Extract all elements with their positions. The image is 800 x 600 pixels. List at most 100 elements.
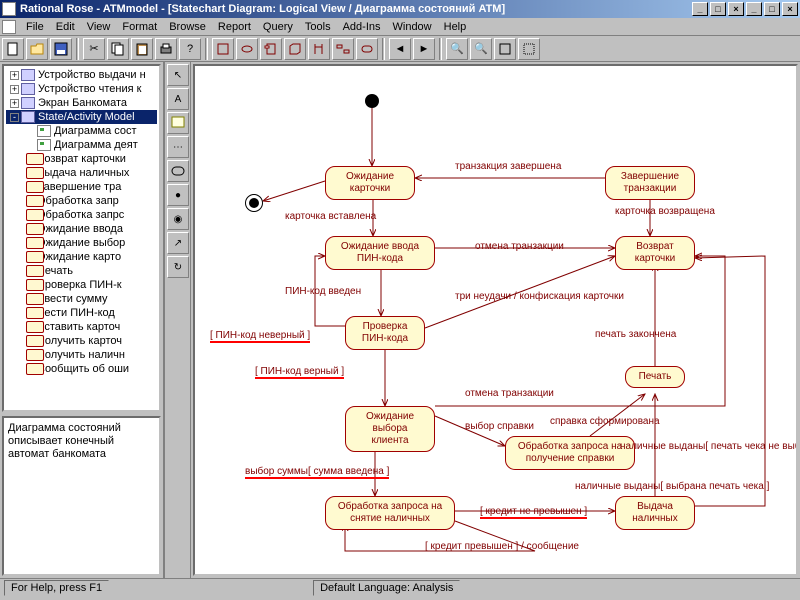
startstate-tool-icon[interactable]: ● bbox=[167, 184, 189, 206]
browse-deploy-icon[interactable] bbox=[284, 38, 306, 60]
nav-back-icon[interactable]: ◄ bbox=[389, 38, 411, 60]
tree-item[interactable]: +Экран Банкомата bbox=[6, 96, 157, 110]
state-box[interactable]: Ожидание карточки bbox=[325, 166, 415, 200]
menu-item[interactable]: File bbox=[20, 19, 50, 35]
transition-label[interactable]: [ ПИН-код неверный ] bbox=[210, 330, 310, 343]
menu-item[interactable]: Help bbox=[438, 19, 473, 35]
maximize-button[interactable]: □ bbox=[710, 2, 726, 16]
tree-item[interactable]: Проверка ПИН-к bbox=[6, 278, 157, 292]
tree-item[interactable]: Получить наличн bbox=[6, 348, 157, 362]
transition-label[interactable]: печать закончена bbox=[595, 329, 676, 340]
zoom-fit-icon[interactable] bbox=[494, 38, 516, 60]
transition-label[interactable]: три неудачи / конфискация карточки bbox=[455, 291, 624, 302]
select-tool-icon[interactable]: ↖ bbox=[167, 64, 189, 86]
transition-tool-icon[interactable]: ↗ bbox=[167, 232, 189, 254]
menu-item[interactable]: Edit bbox=[50, 19, 81, 35]
transition-label[interactable]: наличные выданы[ печать чека не выбрана … bbox=[620, 441, 798, 452]
zoom-in-icon[interactable]: 🔍 bbox=[446, 38, 468, 60]
tree-expand-icon[interactable]: - bbox=[10, 113, 19, 122]
tree-item[interactable]: Ожидание выбор bbox=[6, 236, 157, 250]
state-box[interactable]: Ожидание выбора клиента bbox=[345, 406, 435, 452]
state-box[interactable]: Обработка запроса на получение справки bbox=[505, 436, 635, 470]
model-tree[interactable]: +Устройство выдачи н+Устройство чтения к… bbox=[2, 64, 161, 412]
tree-expand-icon[interactable]: + bbox=[10, 85, 19, 94]
print-icon[interactable] bbox=[155, 38, 177, 60]
transition-label[interactable]: наличные выданы[ выбрана печать чека ] bbox=[575, 481, 769, 492]
browse-state-icon[interactable] bbox=[356, 38, 378, 60]
child-close-button[interactable]: × bbox=[782, 2, 798, 16]
tree-item[interactable]: Обработка запр bbox=[6, 194, 157, 208]
close-button[interactable]: × bbox=[728, 2, 744, 16]
diagram-canvas[interactable]: Ожидание карточки Завершение транзакции Ож… bbox=[193, 64, 798, 576]
final-state[interactable] bbox=[245, 194, 263, 212]
transition-label[interactable]: карточка возвращена bbox=[615, 206, 715, 217]
tree-item[interactable]: Вести ПИН-код bbox=[6, 306, 157, 320]
transition-label[interactable]: выбор суммы[ сумма введена ] bbox=[245, 466, 389, 479]
state-box[interactable]: Возврат карточки bbox=[615, 236, 695, 270]
tree-item[interactable]: Диаграмма сост bbox=[6, 124, 157, 138]
browse-usecase-icon[interactable] bbox=[236, 38, 258, 60]
tree-item[interactable]: Возврат карточки bbox=[6, 152, 157, 166]
transition-label[interactable]: транзакция завершена bbox=[455, 161, 561, 172]
endstate-tool-icon[interactable]: ◉ bbox=[167, 208, 189, 230]
copy-icon[interactable] bbox=[107, 38, 129, 60]
state-box[interactable]: Проверка ПИН-кода bbox=[345, 316, 425, 350]
tree-item[interactable]: Завершение тра bbox=[6, 180, 157, 194]
menu-item[interactable]: Browse bbox=[163, 19, 212, 35]
documentation-box[interactable]: Диаграмма состояний описывает конечный а… bbox=[2, 416, 161, 576]
menu-item[interactable]: Report bbox=[212, 19, 257, 35]
tree-item[interactable]: +Устройство чтения к bbox=[6, 82, 157, 96]
tree-item[interactable]: Вставить карточ bbox=[6, 320, 157, 334]
cut-icon[interactable]: ✂ bbox=[83, 38, 105, 60]
state-box[interactable]: Завершение транзакции bbox=[605, 166, 695, 200]
state-tool-icon[interactable] bbox=[167, 160, 189, 182]
tree-expand-icon[interactable]: + bbox=[10, 71, 19, 80]
tree-expand-icon[interactable]: + bbox=[10, 99, 19, 108]
help-icon[interactable]: ? bbox=[179, 38, 201, 60]
open-icon[interactable] bbox=[26, 38, 48, 60]
tree-item[interactable]: -State/Activity Model bbox=[6, 110, 157, 124]
anchor-tool-icon[interactable]: ⋯ bbox=[167, 136, 189, 158]
paste-icon[interactable] bbox=[131, 38, 153, 60]
child-maximize-button[interactable]: □ bbox=[764, 2, 780, 16]
initial-state[interactable] bbox=[365, 94, 379, 108]
menu-item[interactable]: Window bbox=[387, 19, 438, 35]
tree-item[interactable]: Ввести сумму bbox=[6, 292, 157, 306]
minimize-button[interactable]: _ bbox=[692, 2, 708, 16]
zoom-out-icon[interactable]: 🔍 bbox=[470, 38, 492, 60]
tree-item[interactable]: Ожидание карто bbox=[6, 250, 157, 264]
transition-label[interactable]: [ кредит превышен ] / сообщение bbox=[425, 541, 579, 552]
tree-item[interactable]: +Устройство выдачи н bbox=[6, 68, 157, 82]
menu-item[interactable]: Add-Ins bbox=[337, 19, 387, 35]
child-minimize-button[interactable]: _ bbox=[746, 2, 762, 16]
browse-component-icon[interactable] bbox=[260, 38, 282, 60]
state-box[interactable]: Обработка запроса на снятие наличных bbox=[325, 496, 455, 530]
transition-label[interactable]: отмена транзакции bbox=[475, 241, 564, 252]
menu-item[interactable]: View bbox=[81, 19, 117, 35]
save-icon[interactable] bbox=[50, 38, 72, 60]
menu-item[interactable]: Format bbox=[116, 19, 163, 35]
tree-item[interactable]: Получить карточ bbox=[6, 334, 157, 348]
transition-label[interactable]: карточка вставлена bbox=[285, 211, 376, 222]
tree-item[interactable]: Выдача наличных bbox=[6, 166, 157, 180]
menu-item[interactable]: Tools bbox=[299, 19, 337, 35]
browse-seq-icon[interactable] bbox=[308, 38, 330, 60]
zoom-sel-icon[interactable] bbox=[518, 38, 540, 60]
tree-item[interactable]: Диаграмма деят bbox=[6, 138, 157, 152]
transition-label[interactable]: [ ПИН-код верный ] bbox=[255, 366, 344, 379]
text-tool-icon[interactable]: A bbox=[167, 88, 189, 110]
browse-collab-icon[interactable] bbox=[332, 38, 354, 60]
tree-item[interactable]: Обработка запрс bbox=[6, 208, 157, 222]
selftrans-tool-icon[interactable]: ↻ bbox=[167, 256, 189, 278]
transition-label[interactable]: справка сформирована bbox=[550, 416, 660, 427]
new-icon[interactable] bbox=[2, 38, 24, 60]
browse-class-icon[interactable] bbox=[212, 38, 234, 60]
state-box[interactable]: Печать bbox=[625, 366, 685, 388]
state-box[interactable]: Ожидание ввода ПИН-кода bbox=[325, 236, 435, 270]
transition-label[interactable]: [ кредит не превышен ] bbox=[480, 506, 587, 519]
menu-item[interactable]: Query bbox=[257, 19, 299, 35]
tree-item[interactable]: Печать bbox=[6, 264, 157, 278]
state-box[interactable]: Выдача наличных bbox=[615, 496, 695, 530]
transition-label[interactable]: выбор справки bbox=[465, 421, 534, 432]
tree-item[interactable]: Сообщить об оши bbox=[6, 362, 157, 376]
